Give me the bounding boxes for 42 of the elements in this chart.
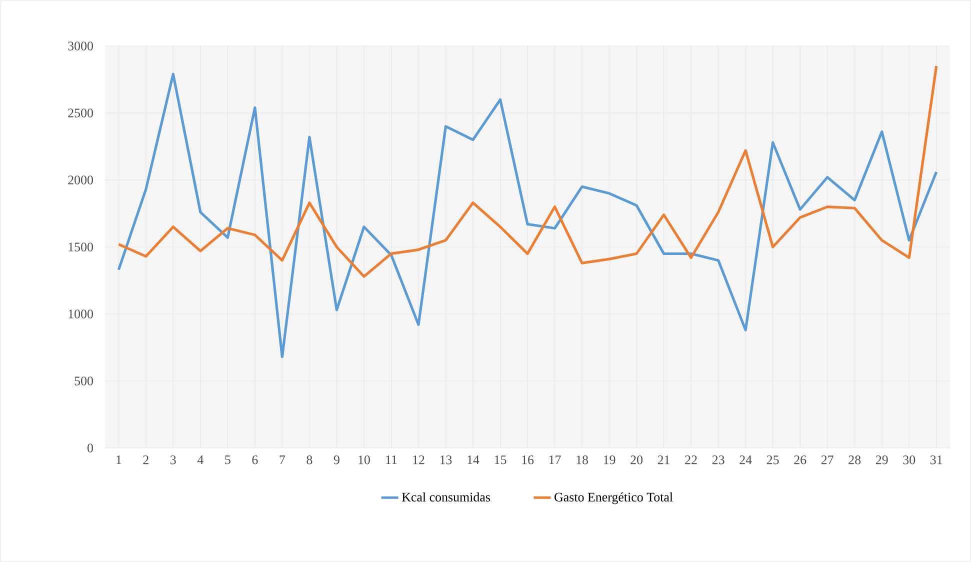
x-tick-label: 20 (630, 456, 643, 464)
legend-label: Kcal consumidas (402, 492, 490, 502)
x-tick-label: 19 (604, 456, 616, 464)
line-series (117, 64, 938, 278)
y-tick-label: 2500 (68, 108, 93, 118)
x-tick-label: 3 (170, 456, 176, 464)
x-tick-label: 15 (494, 456, 506, 464)
x-tick-label: 8 (306, 456, 312, 464)
x-tick-label: 14 (468, 456, 480, 464)
y-tick-label: 500 (74, 376, 93, 386)
x-tick-label: 1 (116, 456, 122, 464)
x-tick-label: 4 (197, 455, 204, 464)
x-tick-label: 10 (358, 456, 370, 464)
y-tick-label: 0 (88, 444, 93, 452)
y-tick-label: 1500 (68, 242, 93, 252)
x-tick-label: 26 (794, 456, 806, 464)
x-tick-label: 11 (386, 456, 397, 464)
x-tick-label: 29 (876, 456, 888, 464)
x-tick-label: 23 (712, 456, 724, 464)
x-tick-label: 21 (658, 456, 670, 464)
legend-label: Gasto Energético Total (554, 492, 673, 504)
x-tick-label: 13 (440, 456, 452, 464)
x-tick-label: 5 (225, 456, 230, 464)
y-tick-label: 3000 (68, 42, 93, 50)
y-tick-label: 1000 (68, 310, 93, 318)
x-tick-label: 6 (252, 456, 258, 464)
x-tick-label: 7 (280, 456, 286, 464)
x-tick-label: 27 (821, 456, 834, 464)
x-tick-label: 9 (334, 456, 340, 464)
y-tick-label: 2000 (68, 176, 93, 184)
x-tick-label: 31 (930, 456, 942, 464)
x-tick-label: 25 (766, 456, 779, 464)
x-tick-label: 17 (549, 456, 561, 464)
x-tick-label: 30 (903, 456, 916, 464)
x-tick-label: 2 (143, 456, 148, 464)
x-tick-label: 16 (522, 456, 534, 464)
x-tick-label: 18 (576, 456, 588, 464)
line-series (117, 72, 938, 358)
x-tick-label: 28 (848, 456, 861, 464)
x-tick-label: 24 (740, 456, 752, 464)
x-tick-label: 12 (413, 456, 424, 464)
x-tick-label: 22 (685, 456, 697, 464)
